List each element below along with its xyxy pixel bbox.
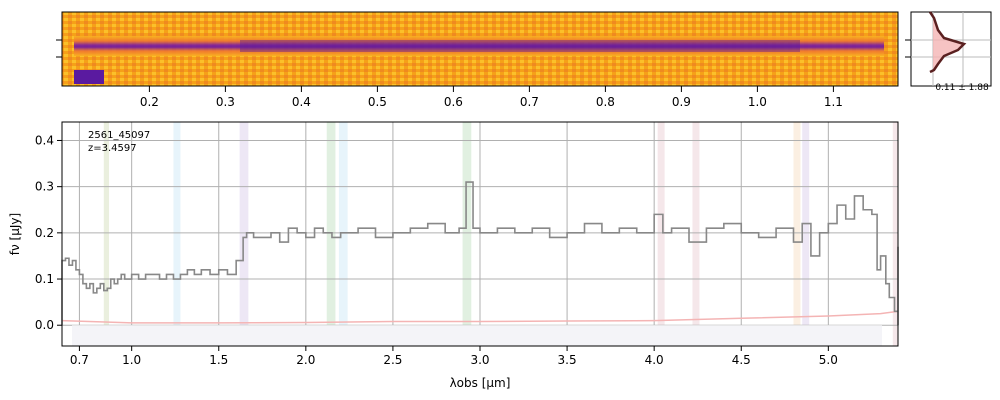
y-tick-label: 0.0 xyxy=(35,318,54,332)
line-band xyxy=(326,122,336,346)
spectrum-2d-xtick-label: 0.6 xyxy=(444,95,463,109)
profile-panel: 0.11 ± 1.88 xyxy=(905,11,992,93)
spectrum-2d-trace-core xyxy=(240,40,800,52)
line-band xyxy=(892,122,898,346)
line-band xyxy=(657,122,665,346)
x-tick-label: 3.5 xyxy=(558,353,577,367)
y-tick-label: 0.3 xyxy=(35,180,54,194)
spectrum-2d-xtick-label: 1.0 xyxy=(748,95,767,109)
spectrum-2d-xtick-label: 0.4 xyxy=(292,95,311,109)
x-tick-label: 2.5 xyxy=(383,353,402,367)
x-tick-label: 0.7 xyxy=(70,353,89,367)
zero-shade xyxy=(72,325,882,346)
error-line xyxy=(61,310,899,324)
line-band xyxy=(692,122,700,346)
y-tick-label: 0.4 xyxy=(35,133,54,147)
spectrum-1d-panel: 0.7 1.0 1.5 2.0 2.5 3.0 3.5 4.0 4.5 5.0 0.0 0.1 0.2… xyxy=(8,121,899,390)
line-band xyxy=(338,122,348,346)
redshift-label: z=3.4597 xyxy=(88,143,137,154)
spectrum-2d-xtick-label: 0.7 xyxy=(520,95,539,109)
spectrum-2d-panel: 0.2 0.3 0.4 0.5 0.6 0.7 0.8 0.9 1.0 1.1 xyxy=(56,11,899,109)
object-id-label: 2561_45097 xyxy=(88,130,150,141)
line-band xyxy=(802,122,810,346)
x-tick-label: 4.0 xyxy=(645,353,664,367)
line-bands xyxy=(103,122,898,346)
spectrum-2d-trace xyxy=(74,36,884,56)
x-axis-ticks: 0.7 1.0 1.5 2.0 2.5 3.0 3.5 4.0 4.5 5.0 xyxy=(70,346,838,367)
spectrum-2d-xtick-label: 0.8 xyxy=(596,95,615,109)
flux-line xyxy=(61,181,899,326)
spectrum-2d-xticks: 0.2 0.3 0.4 0.5 0.6 0.7 0.8 0.9 1.0 1.1 xyxy=(140,86,843,109)
spectrum-2d-xtick-label: 0.5 xyxy=(368,95,387,109)
x-tick-label: 4.5 xyxy=(732,353,751,367)
profile-label: 0.11 ± 1.88 xyxy=(935,83,989,93)
x-axis-label: λobs [μm] xyxy=(450,376,511,390)
x-tick-label: 2.0 xyxy=(296,353,315,367)
y-axis-ticks: 0.0 0.1 0.2 0.3 0.4 xyxy=(35,133,62,332)
x-tick-label: 3.0 xyxy=(470,353,489,367)
spectrum-2d-corner-blob xyxy=(74,70,104,84)
spectrum-2d-xtick-label: 1.1 xyxy=(824,95,843,109)
profile-line xyxy=(928,11,967,74)
spectrum-2d-xtick-label: 0.2 xyxy=(140,95,159,109)
y-axis-label: fν [μJy] xyxy=(8,213,22,255)
x-tick-label: 1.5 xyxy=(209,353,228,367)
spectrum-2d-xtick-label: 0.3 xyxy=(216,95,235,109)
line-band xyxy=(793,122,801,346)
line-band xyxy=(239,122,249,346)
line-band xyxy=(103,122,110,346)
y-tick-label: 0.2 xyxy=(35,226,54,240)
line-band xyxy=(462,122,472,346)
x-tick-label: 5.0 xyxy=(819,353,838,367)
line-band xyxy=(173,122,181,346)
spectrum-2d-frame xyxy=(61,11,899,87)
y-tick-label: 0.1 xyxy=(35,272,54,286)
spectrum-2d-xtick-label: 0.9 xyxy=(672,95,691,109)
x-tick-label: 1.0 xyxy=(122,353,141,367)
